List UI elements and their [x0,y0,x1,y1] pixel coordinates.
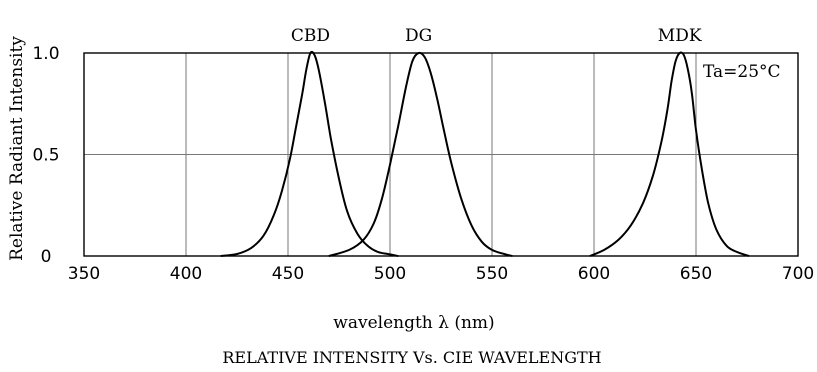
series-line-dg [328,51,513,257]
tick-labels: 350 400 450 500 550 600 650 700 0 0.5 1.0 [32,44,814,284]
chart-title: RELATIVE INTENSITY Vs. CIE WAVELENGTH [222,348,601,367]
x-axis-label: wavelength λ (nm) [333,313,494,333]
series-curves [220,50,750,257]
series-label-cbd: CBD [291,26,330,46]
series-label-dg: DG [405,26,432,46]
series-labels: CBD DG MDK [291,26,702,46]
plot-frame [83,52,799,257]
x-tick-350: 350 [68,264,100,284]
y-tick-0.5: 0.5 [32,146,59,166]
x-tick-600: 600 [578,264,610,284]
temperature-annotation: Ta=25°C [703,62,781,82]
series-line-mdk [589,51,750,257]
y-tick-1.0: 1.0 [32,44,59,64]
x-tick-550: 550 [476,264,508,284]
x-tick-700: 700 [782,264,814,284]
series-label-mdk: MDK [658,26,702,46]
y-tick-0: 0 [41,247,52,267]
grid-lines [84,53,798,256]
series-line-cbd [220,50,399,257]
x-tick-450: 450 [272,264,304,284]
x-tick-400: 400 [170,264,202,284]
x-tick-650: 650 [680,264,712,284]
x-tick-500: 500 [374,264,406,284]
y-axis-label: Relative Radiant Intensity [7,36,27,261]
